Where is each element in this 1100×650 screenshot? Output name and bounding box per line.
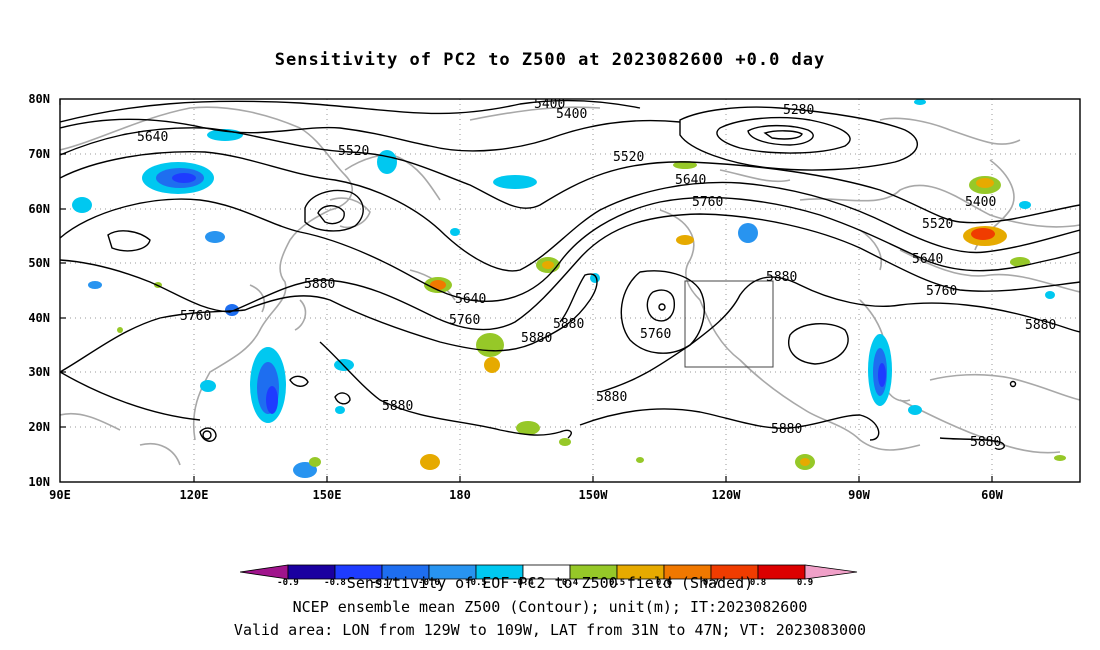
contour-label: 5400	[556, 107, 587, 122]
contour-label: 5400	[534, 97, 565, 112]
contour-label: 5760	[692, 195, 723, 210]
colorbar-label: 0.7	[702, 578, 720, 588]
lon-label: 150W	[578, 488, 608, 502]
contour-label: 5280	[783, 103, 814, 118]
valid-area-box	[684, 280, 774, 368]
lat-label: 50N	[28, 256, 50, 270]
colorbar-label: 0.6	[655, 578, 673, 588]
contour-label: 5760	[449, 313, 480, 328]
contour-labels: 5400 5400 5280 5640 5520 5520 5640 5760 …	[137, 97, 1056, 450]
contour-label: 5640	[675, 173, 706, 188]
contour-label: 5880	[521, 331, 552, 346]
colorbar-label: -0.8	[324, 578, 346, 588]
z500-contours	[60, 99, 1080, 451]
contour-label: 5760	[926, 284, 957, 299]
lat-label: 40N	[28, 311, 50, 325]
lon-label: 60W	[981, 488, 1003, 502]
lat-label: 20N	[28, 420, 50, 434]
contour-label: 5520	[922, 217, 953, 232]
sensitivity-positive	[117, 161, 1066, 470]
contour-label: 5880	[596, 390, 627, 405]
contour-label: 5760	[180, 309, 211, 324]
contour-label: 5760	[640, 327, 671, 342]
lon-label: 120E	[179, 488, 209, 502]
lat-label: 70N	[28, 147, 50, 161]
contour-label: 5880	[382, 399, 413, 414]
contour-label: 5880	[771, 422, 802, 437]
lon-label: 90E	[49, 488, 71, 502]
lat-label: 30N	[28, 365, 50, 379]
gridlines	[60, 99, 1080, 482]
colorbar-label: -0.6	[418, 578, 440, 588]
colorbar-label: -0.4	[512, 578, 534, 588]
contour-label: 5520	[613, 150, 644, 165]
colorbar-label: 0.9	[796, 578, 814, 588]
contour-label: 5880	[304, 277, 335, 292]
contour-label: 5880	[970, 435, 1001, 450]
contour-label: 5640	[912, 252, 943, 267]
colorbar-label: -0.5	[465, 578, 487, 588]
contour-label: 5880	[766, 270, 797, 285]
colorbar-label: 0.5	[608, 578, 626, 588]
colorbar-label: -0.7	[371, 578, 393, 588]
contour-label: 5880	[553, 317, 584, 332]
contour-label: 5640	[137, 130, 168, 145]
caption-valid-area: Valid area: LON from 129W to 109W, LAT f…	[233, 621, 867, 639]
lon-label: 150E	[312, 488, 342, 502]
colorbar-label: 0.8	[749, 578, 767, 588]
contour-label: 5400	[965, 195, 996, 210]
sensitivity-negative	[72, 99, 1055, 478]
caption-contour: NCEP ensemble mean Z500 (Contour); unit(…	[292, 598, 808, 616]
lon-label: 90W	[848, 488, 870, 502]
caption-shaded: Sensitivity of EOF PC2 to Z500 field (Sh…	[346, 574, 754, 592]
colorbar-label: -0.9	[277, 578, 299, 588]
colorbar	[240, 564, 858, 580]
axis-ticks	[59, 99, 993, 482]
lon-label: 120W	[711, 488, 741, 502]
lon-label: 180	[449, 488, 471, 502]
lat-label: 10N	[28, 475, 50, 489]
lat-label: 60N	[28, 202, 50, 216]
map-title: Sensitivity of PC2 to Z500 at 2023082600…	[274, 50, 826, 70]
lat-label: 80N	[28, 92, 50, 106]
contour-label: 5640	[455, 292, 486, 307]
contour-label: 5520	[338, 144, 369, 159]
contour-label: 5880	[1025, 318, 1056, 333]
colorbar-label: 0.4	[561, 578, 579, 588]
